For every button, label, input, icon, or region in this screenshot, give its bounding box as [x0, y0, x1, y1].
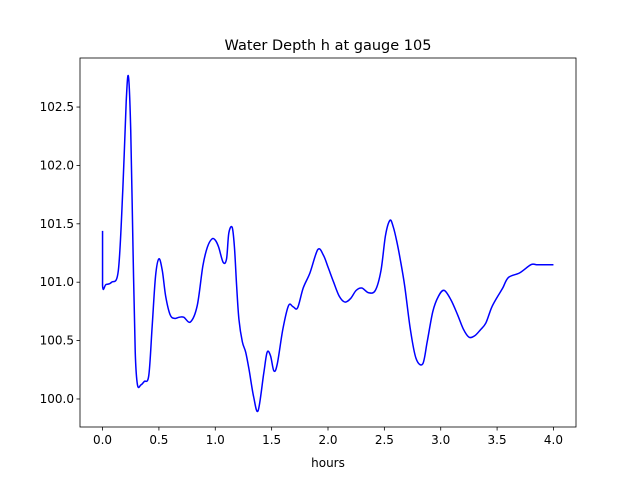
y-axis: 100.0 100.5 101.0 101.5 102.0 102.5 [40, 100, 80, 406]
x-tick-label: 1.0 [206, 433, 225, 447]
x-tick-label: 3.0 [431, 433, 450, 447]
y-tick-label: 100.5 [40, 334, 74, 348]
series-line-0 [101, 74, 554, 413]
y-tick-label: 100.0 [40, 392, 74, 406]
x-axis: 0.0 0.5 1.0 1.5 2.0 2.5 3.0 3.5 4.0 [93, 427, 563, 447]
series-layer [101, 74, 554, 413]
x-tick-label: 0.5 [149, 433, 168, 447]
chart-title: Water Depth h at gauge 105 [225, 38, 432, 54]
x-tick-label: 2.5 [375, 433, 394, 447]
x-axis-label: hours [311, 456, 345, 470]
x-tick-label: 0.0 [93, 433, 112, 447]
plot-area [80, 58, 576, 427]
x-tick-label: 1.5 [262, 433, 281, 447]
plot-frame [79, 57, 577, 428]
x-tick-label: 2.0 [318, 433, 337, 447]
x-tick-label: 3.5 [488, 433, 507, 447]
y-tick-label: 101.5 [40, 217, 74, 231]
y-tick-label: 101.0 [40, 275, 74, 289]
y-tick-label: 102.0 [40, 158, 74, 172]
x-tick-label: 4.0 [544, 433, 563, 447]
y-tick-label: 102.5 [40, 100, 74, 114]
